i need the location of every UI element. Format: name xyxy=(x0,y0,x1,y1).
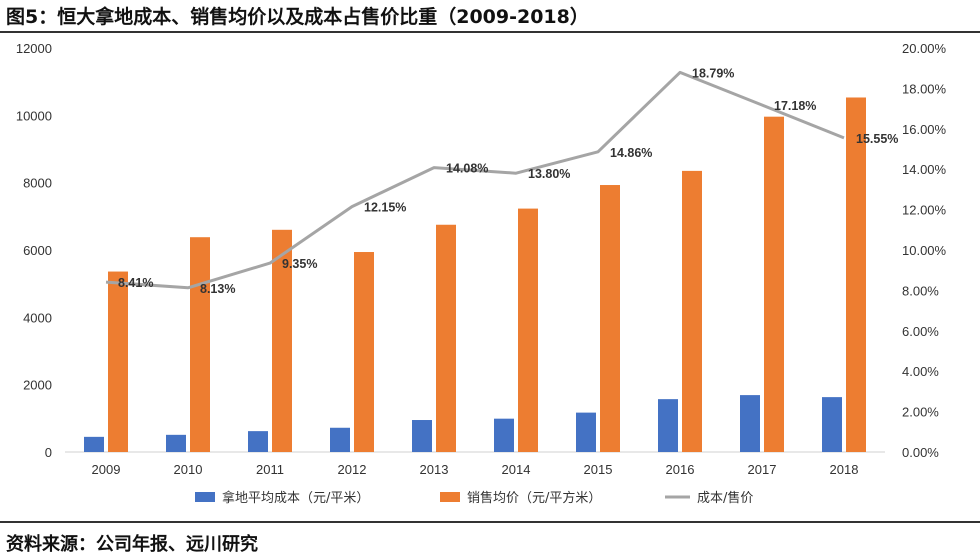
bar-sale-price xyxy=(682,170,702,452)
bar-sale-price xyxy=(436,224,456,452)
top-rule xyxy=(0,31,980,33)
left-axis-tick-label: 10000 xyxy=(16,108,52,123)
bar-sale-price xyxy=(846,97,866,453)
right-axis-tick-label: 2.00% xyxy=(902,405,939,420)
bar-land-cost xyxy=(494,418,514,452)
bar-sale-price xyxy=(764,116,784,453)
legend-label-cost-ratio: 成本/售价 xyxy=(697,490,753,506)
bar-sale-price xyxy=(518,208,538,452)
bar-land-cost xyxy=(822,397,842,452)
bar-land-cost xyxy=(166,434,186,452)
bar-land-cost xyxy=(412,420,432,452)
legend-label-sale-price: 销售均价（元/平方米） xyxy=(467,490,601,506)
left-axis-tick-label: 12000 xyxy=(16,41,52,56)
right-axis-tick-label: 10.00% xyxy=(902,243,947,258)
data-label-cost-ratio: 8.13% xyxy=(200,282,235,296)
right-axis-tick-label: 20.00% xyxy=(902,41,947,56)
bar-sale-price xyxy=(354,252,374,452)
legend-label-land-cost: 拿地平均成本（元/平米） xyxy=(222,490,369,506)
right-axis-tick-label: 16.00% xyxy=(902,122,947,137)
data-label-cost-ratio: 9.35% xyxy=(282,257,317,271)
bar-sale-price xyxy=(190,237,210,452)
left-axis-tick-label: 6000 xyxy=(23,243,52,258)
bar-sale-price xyxy=(600,185,620,453)
right-axis-tick-label: 4.00% xyxy=(902,364,939,379)
bar-land-cost xyxy=(84,436,104,452)
bottom-rule xyxy=(0,521,980,523)
right-axis-tick-label: 6.00% xyxy=(902,324,939,339)
bar-land-cost xyxy=(740,395,760,452)
figure-title: 图5：恒大拿地成本、销售均价以及成本占售价比重（2009-2018） xyxy=(6,6,589,28)
x-axis-tick-label: 2016 xyxy=(666,462,695,477)
data-label-cost-ratio: 15.55% xyxy=(856,132,898,146)
legend-swatch-land-cost xyxy=(195,492,215,502)
x-axis-tick-label: 2011 xyxy=(256,462,284,477)
data-label-cost-ratio: 12.15% xyxy=(364,201,406,215)
left-axis-tick-label: 8000 xyxy=(23,176,52,191)
x-axis-tick-label: 2014 xyxy=(502,462,531,477)
line-cost-ratio xyxy=(105,70,845,290)
left-axis-tick-label: 2000 xyxy=(23,378,52,393)
x-axis-tick-label: 2017 xyxy=(748,462,777,477)
data-label-cost-ratio: 17.18% xyxy=(774,99,816,113)
bar-sale-price xyxy=(108,271,128,452)
bar-land-cost xyxy=(248,431,268,452)
data-label-cost-ratio: 18.79% xyxy=(692,66,734,80)
source-note: 资料来源：公司年报、远川研究 xyxy=(6,534,258,555)
x-axis-tick-label: 2010 xyxy=(174,462,203,477)
legend-swatch-sale-price xyxy=(440,492,460,502)
data-label-cost-ratio: 13.80% xyxy=(528,167,570,181)
right-axis-tick-label: 14.00% xyxy=(902,162,947,177)
right-axis-tick-label: 0.00% xyxy=(902,445,939,460)
data-label-cost-ratio: 8.41% xyxy=(118,276,153,290)
right-axis-tick-label: 12.00% xyxy=(902,203,947,218)
data-label-cost-ratio: 14.86% xyxy=(610,146,652,160)
x-axis-tick-label: 2015 xyxy=(584,462,613,477)
left-axis-tick-label: 4000 xyxy=(23,310,52,325)
x-axis-tick-label: 2013 xyxy=(420,462,449,477)
x-axis-tick-label: 2018 xyxy=(830,462,859,477)
data-label-cost-ratio: 14.08% xyxy=(446,162,488,176)
bar-land-cost xyxy=(330,427,350,452)
bar-sale-price xyxy=(272,229,292,452)
right-axis-tick-label: 8.00% xyxy=(902,283,939,298)
right-axis-tick-label: 18.00% xyxy=(902,81,947,96)
bar-land-cost xyxy=(658,399,678,452)
x-axis-tick-label: 2009 xyxy=(92,462,121,477)
left-axis-tick-label: 0 xyxy=(45,445,52,460)
x-axis-tick-label: 2012 xyxy=(338,462,367,477)
bar-land-cost xyxy=(576,412,596,452)
